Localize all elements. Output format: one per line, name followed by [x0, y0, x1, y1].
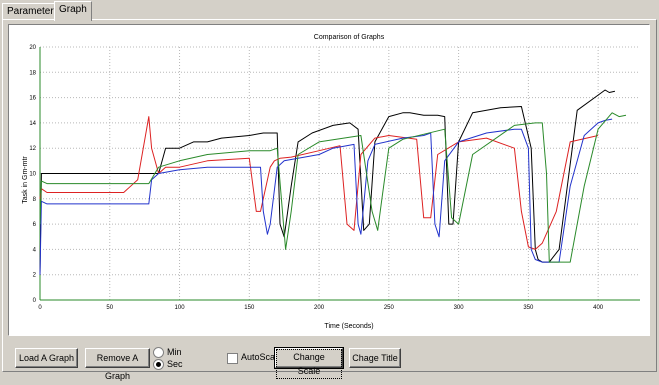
change-title-button-label: Chage Title [352, 353, 398, 363]
chart-title: Comparison of Graphs [314, 34, 385, 41]
change-title-button[interactable]: Chage Title [349, 348, 401, 368]
y-tick-label: 12 [29, 146, 36, 152]
radio-sec-label: Sec [167, 359, 183, 369]
radio-min[interactable] [153, 347, 164, 358]
x-tick-label: 50 [106, 305, 113, 311]
tab-bar: Parameters Graph [0, 0, 659, 21]
radio-min-label: Min [167, 347, 182, 357]
x-tick-label: 0 [38, 305, 42, 311]
y-tick-label: 18 [29, 70, 36, 76]
x-tick-label: 300 [454, 305, 465, 311]
series-layer [39, 89, 627, 275]
y-tick-label: 6 [33, 222, 37, 228]
y-tick-label: 10 [29, 172, 36, 178]
series-line-3 [39, 112, 627, 263]
x-axis-label: Time (Seconds) [324, 323, 373, 330]
load-graph-button-label: Load A Graph [18, 353, 75, 363]
x-tick-label: 350 [523, 305, 534, 311]
plot-frame: 0 50 100 150 200 250 300 350 400 0 2 4 6 8 10 12 14 16 18 2… [8, 24, 650, 336]
series-line-0 [39, 89, 616, 275]
load-graph-button[interactable]: Load A Graph [15, 348, 78, 368]
autoscale-label: AutoScale [241, 352, 283, 362]
x-tick-label: 250 [384, 305, 395, 311]
y-tick-label: 20 [29, 45, 36, 51]
remove-graph-button[interactable]: Remove A Graph [85, 348, 150, 381]
tab-graph[interactable]: Graph [54, 1, 92, 21]
y-axis-label: Task in Gm-mtr [22, 156, 29, 204]
x-tick-label: 200 [314, 305, 325, 311]
y-tick-label: 14 [29, 121, 36, 127]
axes: 0 50 100 150 200 250 300 350 400 0 2 4 6 8 10 12 14 16 18 2… [29, 45, 640, 311]
series-line-1 [39, 116, 599, 250]
radio-sec[interactable] [153, 359, 164, 370]
y-tick-label: 8 [33, 197, 37, 203]
y-tick-label: 2 [33, 273, 37, 279]
x-tick-label: 100 [175, 305, 186, 311]
change-scale-button-label: Change Scale [276, 349, 342, 379]
autoscale-checkbox[interactable] [227, 353, 238, 364]
remove-graph-button-label: Remove A Graph [96, 353, 139, 381]
y-tick-label: 0 [33, 298, 37, 304]
y-tick-label: 16 [29, 96, 36, 102]
x-tick-label: 400 [593, 305, 604, 311]
line-chart: 0 50 100 150 200 250 300 350 400 0 2 4 6 8 10 12 14 16 18 2… [22, 34, 640, 330]
y-tick-label: 4 [33, 247, 37, 253]
time-unit-radio-group: Min Sec [153, 344, 213, 372]
change-scale-button[interactable]: Change Scale [274, 347, 344, 379]
x-tick-label: 150 [244, 305, 255, 311]
graph-panel: 0 50 100 150 200 250 300 350 400 0 2 4 6 8 10 12 14 16 18 2… [2, 19, 657, 381]
series-line-2 [39, 118, 613, 275]
